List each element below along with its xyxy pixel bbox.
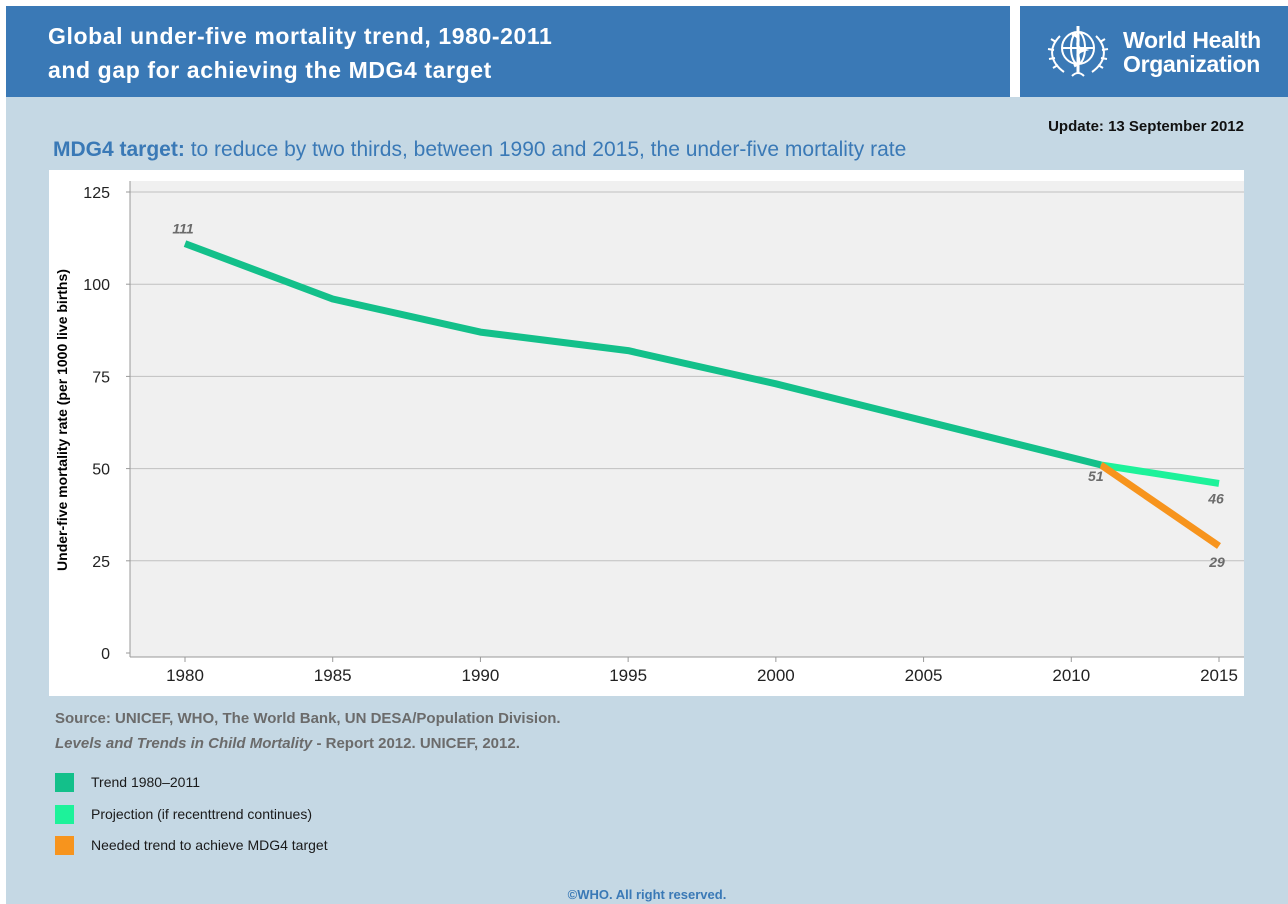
data-labels: 111 51 46 29: [172, 221, 1225, 570]
source-line-1: Source: UNICEF, WHO, The World Bank, UN …: [55, 710, 561, 727]
legend-label-needed: Needed trend to achieve MDG4 target: [91, 837, 328, 853]
y-tick-label: 75: [92, 369, 110, 386]
axes: 0 25 50 75 100 125 1980 1985 1990 1995 2000 2005 201…: [83, 181, 1246, 685]
line-chart: 0 25 50 75 100 125 1980 1985 1990 1995 2000 2005 201…: [54, 181, 1246, 685]
x-tick-label: 2005: [905, 666, 943, 685]
report-details: - Report 2012. UNICEF, 2012.: [312, 735, 520, 752]
y-tick-label: 125: [83, 185, 110, 202]
y-tick-label: 0: [101, 646, 110, 663]
page-frame: Global under-five mortality trend, 1980-…: [6, 6, 1288, 904]
x-tick-label: 2015: [1200, 666, 1238, 685]
mdg4-target-statement: MDG4 target: to reduce by two thirds, be…: [53, 138, 906, 162]
legend-swatch-projection: [55, 805, 74, 824]
y-tick-label: 100: [83, 277, 110, 294]
x-tick-label: 1980: [166, 666, 204, 685]
series-line-1: [1100, 461, 1220, 487]
series-line-0: [183, 240, 1102, 469]
legend-label-projection: Projection (if recenttrend continues): [91, 806, 312, 822]
header-separator: [1010, 6, 1020, 97]
report-title: Levels and Trends in Child Mortality: [55, 735, 313, 752]
legend-label-trend: Trend 1980–2011: [91, 774, 200, 790]
y-tick-label: 25: [92, 554, 110, 571]
data-label: 111: [172, 221, 193, 237]
x-tick-label: 1990: [462, 666, 500, 685]
grid-lines: [130, 191, 1246, 562]
series-line-2: [1098, 462, 1221, 549]
org-name-line-1: World Health: [1123, 27, 1261, 53]
x-tick-label: 2000: [757, 666, 795, 685]
legend-swatch-needed: [55, 836, 74, 855]
x-tick-label: 2010: [1052, 666, 1090, 685]
title-line-1: Global under-five mortality trend, 1980-…: [48, 23, 553, 49]
data-label: 51: [1088, 468, 1104, 484]
who-emblem-icon: [1047, 26, 1109, 77]
title-line-2: and gap for achieving the MDG4 target: [48, 57, 492, 83]
target-text: to reduce by two thirds, between 1990 an…: [184, 138, 907, 161]
x-tick-label: 1985: [314, 666, 352, 685]
chart-panel: 0 25 50 75 100 125 1980 1985 1990 1995 2000 2005 201…: [49, 170, 1246, 696]
plot-background: [130, 181, 1246, 657]
target-label: MDG4 target:: [53, 138, 185, 161]
y-tick-label: 50: [92, 462, 110, 479]
legend-swatch-trend: [55, 773, 74, 792]
series-lines: [183, 240, 1221, 549]
header-banner: Global under-five mortality trend, 1980-…: [6, 6, 1288, 97]
y-axis-label: Under-five mortality rate (per 1000 live…: [54, 269, 70, 571]
data-label: 29: [1208, 554, 1225, 570]
org-name-line-2: Organization: [1123, 51, 1260, 77]
x-tick-label: 1995: [609, 666, 647, 685]
copyright-notice: ©WHO. All right reserved.: [567, 887, 727, 902]
update-date: Update: 13 September 2012: [1048, 118, 1244, 135]
data-label: 46: [1207, 490, 1224, 506]
source-line-2: Levels and Trends in Child Mortality - R…: [55, 735, 520, 752]
